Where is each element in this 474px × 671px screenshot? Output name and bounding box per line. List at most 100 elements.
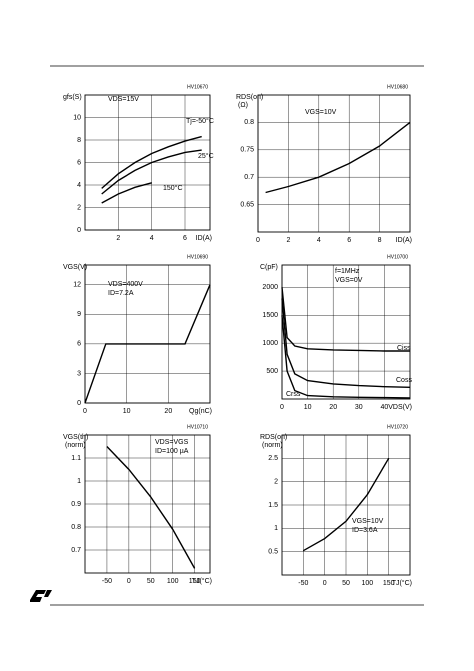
x-axis-title: ID(A) — [196, 235, 212, 242]
y-tick-label: 6 — [77, 341, 81, 348]
x-tick-label: 50 — [342, 580, 350, 587]
y-tick-label: 6 — [77, 159, 81, 166]
y-tick-label: 0.65 — [240, 201, 254, 208]
figure-code: HV10700 — [387, 254, 408, 260]
data-line — [101, 149, 202, 195]
annotation: ID=100 µA — [155, 448, 189, 455]
y-tick-label: 1.1 — [71, 455, 81, 462]
x-tick-label: 0 — [83, 408, 87, 415]
data-line — [84, 284, 211, 404]
y-tick-label: 4 — [77, 182, 81, 189]
annotation: f=1MHz — [335, 268, 360, 275]
y-axis-title: RDS(on) — [260, 434, 287, 441]
figure-code: HV10670 — [187, 84, 208, 90]
y-axis-unit: (norm) — [65, 442, 86, 449]
annotation: VGS=10V — [352, 518, 384, 525]
y-tick-label: 8 — [77, 137, 81, 144]
plot-frame — [84, 264, 211, 404]
x-tick-label: 10 — [123, 408, 131, 415]
y-tick-label: 500 — [266, 368, 278, 375]
y-tick-label: 2000 — [262, 284, 278, 291]
x-axis-title: Qg(nC) — [189, 408, 212, 415]
y-axis-title: gfs(S) — [63, 94, 82, 101]
annotation: VDS=400V — [108, 281, 143, 288]
y-tick-label: 1000 — [262, 340, 278, 347]
x-tick-label: 150 — [189, 578, 201, 585]
x-tick-label: 10 — [304, 404, 312, 411]
data-line — [101, 135, 202, 189]
y-tick-label: 0 — [77, 400, 81, 407]
y-tick-label: 1.5 — [268, 502, 278, 509]
x-axis-title: ID(A) — [396, 237, 412, 244]
y-axis-unit: (Ω) — [238, 102, 248, 109]
series-label: Tj=-50°C — [186, 117, 214, 125]
series-label: 150°C — [163, 184, 183, 192]
series-label: 25°C — [198, 152, 214, 160]
x-tick-label: 4 — [150, 235, 154, 242]
y-axis-title: VGS(th) — [63, 434, 88, 441]
y-axis-title: RDS(on) — [236, 94, 263, 101]
x-axis-title: VDS(V) — [388, 404, 412, 411]
figure-code: HV10680 — [387, 84, 408, 90]
y-tick-label: 1 — [77, 478, 81, 485]
y-axis-unit: (norm) — [262, 442, 283, 449]
st-logo — [30, 590, 52, 602]
y-tick-label: 0.8 — [71, 524, 81, 531]
x-tick-label: 2 — [116, 235, 120, 242]
y-tick-label: 1500 — [262, 312, 278, 319]
x-tick-label: -50 — [298, 580, 308, 587]
data-line — [281, 287, 410, 352]
annotation: VDS=15V — [108, 96, 139, 103]
data-line — [101, 182, 152, 204]
x-tick-label: 2 — [286, 237, 290, 244]
y-tick-label: 1 — [274, 525, 278, 532]
y-tick-label: 2 — [77, 204, 81, 211]
data-line — [106, 446, 196, 569]
x-tick-label: 8 — [378, 237, 382, 244]
y-tick-label: 2 — [274, 479, 278, 486]
y-tick-label: 3 — [77, 370, 81, 377]
y-tick-label: 2.5 — [268, 455, 278, 462]
x-tick-label: 4 — [317, 237, 321, 244]
annotation: ID=7.2A — [108, 290, 134, 297]
y-axis-title: VGS(V) — [63, 264, 87, 271]
x-tick-label: 100 — [361, 580, 373, 587]
x-tick-label: 0 — [256, 237, 260, 244]
x-tick-label: 100 — [167, 578, 179, 585]
x-tick-label: 0 — [127, 578, 131, 585]
figure-code: HV10690 — [187, 254, 208, 260]
x-tick-label: 20 — [329, 404, 337, 411]
x-tick-label: 6 — [183, 235, 187, 242]
y-tick-label: 0.9 — [71, 501, 81, 508]
x-tick-label: 6 — [347, 237, 351, 244]
annotation: ID=3.6A — [352, 527, 378, 534]
plot-frame — [281, 264, 411, 400]
data-line — [281, 298, 411, 388]
data-line — [302, 457, 390, 552]
x-axis-title: TJ(°C) — [192, 577, 212, 585]
y-tick-label: 0.75 — [240, 147, 254, 154]
data-line — [281, 315, 411, 399]
plot-frame — [84, 94, 211, 231]
figure-code: HV10710 — [187, 424, 208, 430]
plot-frame — [84, 434, 211, 574]
y-tick-label: 0.8 — [244, 119, 254, 126]
y-tick-label: 0.7 — [71, 547, 81, 554]
y-tick-label: 9 — [77, 311, 81, 318]
annotation: VGS=10V — [305, 109, 337, 116]
x-axis-title: TJ(°C) — [392, 579, 412, 587]
y-tick-label: 0 — [77, 227, 81, 234]
x-tick-label: 0 — [323, 580, 327, 587]
x-tick-label: 40 — [381, 404, 389, 411]
series-label: Coss — [396, 377, 412, 384]
plot-frame — [281, 434, 411, 576]
data-line — [265, 121, 411, 194]
annotation: VDS=VGS — [155, 439, 189, 446]
series-label: Ciss — [397, 345, 411, 352]
x-tick-label: 30 — [355, 404, 363, 411]
y-tick-label: 12 — [73, 282, 81, 289]
plot-frame — [257, 94, 411, 233]
series-label: Crss — [286, 391, 301, 398]
